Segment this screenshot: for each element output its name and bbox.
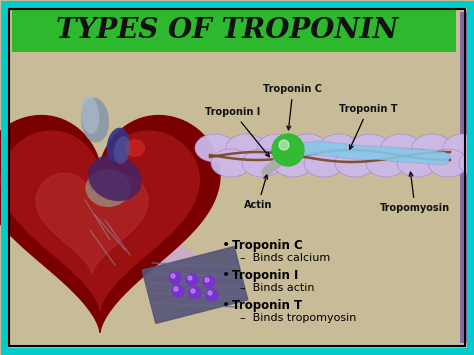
Ellipse shape (381, 134, 421, 162)
Text: •: • (222, 268, 230, 282)
Circle shape (208, 291, 212, 295)
Ellipse shape (114, 136, 130, 164)
Ellipse shape (195, 134, 235, 162)
Text: Troponin T: Troponin T (339, 104, 397, 149)
Ellipse shape (226, 134, 266, 162)
Polygon shape (142, 247, 248, 323)
Polygon shape (36, 173, 148, 274)
Ellipse shape (350, 134, 390, 162)
Text: Actin: Actin (244, 175, 272, 210)
Ellipse shape (242, 149, 282, 177)
Text: •: • (222, 298, 230, 312)
Circle shape (272, 134, 304, 166)
Circle shape (174, 287, 178, 291)
Text: Tropomyosin: Tropomyosin (380, 172, 450, 213)
Text: •: • (222, 238, 230, 252)
Ellipse shape (81, 98, 109, 142)
Text: TYPES OF TROPONIN: TYPES OF TROPONIN (56, 17, 398, 44)
Ellipse shape (257, 134, 297, 162)
Circle shape (172, 285, 184, 297)
Text: Troponin I: Troponin I (232, 268, 298, 282)
Polygon shape (1, 131, 199, 310)
Ellipse shape (412, 134, 452, 162)
Ellipse shape (81, 96, 99, 134)
FancyBboxPatch shape (12, 10, 456, 52)
Text: Troponin C: Troponin C (232, 239, 303, 251)
Ellipse shape (304, 149, 344, 177)
Ellipse shape (366, 149, 406, 177)
Ellipse shape (288, 134, 328, 162)
Polygon shape (0, 116, 220, 333)
Circle shape (203, 276, 215, 288)
Ellipse shape (125, 139, 145, 157)
Text: Troponin C: Troponin C (264, 84, 322, 130)
Ellipse shape (273, 149, 313, 177)
Ellipse shape (335, 149, 375, 177)
Ellipse shape (88, 155, 142, 201)
Ellipse shape (85, 169, 130, 207)
Circle shape (186, 274, 198, 286)
Ellipse shape (211, 149, 251, 177)
Circle shape (171, 274, 175, 278)
Ellipse shape (459, 149, 474, 177)
Ellipse shape (443, 134, 474, 162)
Ellipse shape (107, 128, 129, 162)
Ellipse shape (397, 149, 437, 177)
FancyBboxPatch shape (12, 52, 200, 343)
Text: Troponin I: Troponin I (205, 107, 269, 157)
Circle shape (169, 272, 181, 284)
Text: –  Binds calcium: – Binds calcium (240, 253, 330, 263)
FancyBboxPatch shape (202, 52, 456, 227)
Circle shape (279, 140, 289, 150)
Text: Troponin T: Troponin T (232, 299, 302, 311)
Polygon shape (125, 220, 245, 305)
Circle shape (188, 276, 192, 280)
Circle shape (206, 289, 218, 301)
Circle shape (189, 287, 201, 299)
FancyBboxPatch shape (460, 12, 470, 343)
Ellipse shape (319, 134, 359, 162)
Ellipse shape (428, 149, 468, 177)
Text: –  Binds tropomyosin: – Binds tropomyosin (240, 313, 356, 323)
Circle shape (191, 289, 195, 293)
Text: –  Binds actin: – Binds actin (240, 283, 315, 293)
Circle shape (205, 278, 209, 282)
